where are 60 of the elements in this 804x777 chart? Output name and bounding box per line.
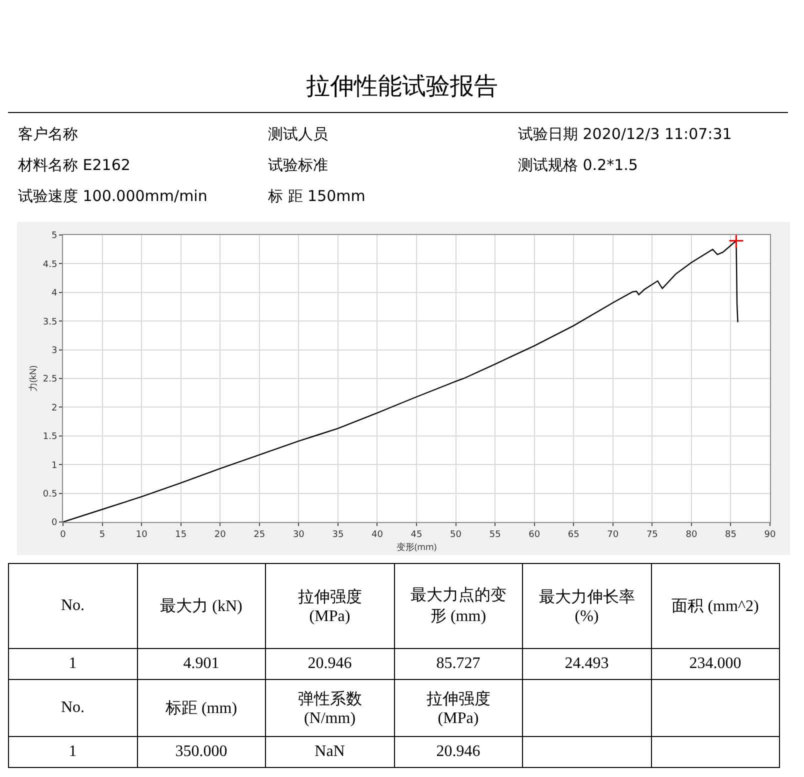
text: 客户名称 bbox=[18, 124, 79, 145]
x-tick-label: 15 bbox=[175, 530, 187, 540]
x-tick-label: 30 bbox=[292, 530, 305, 540]
x-tick-label: 50 bbox=[450, 530, 462, 540]
x-tick-label: 75 bbox=[646, 530, 658, 540]
y-tick-label: 1 bbox=[51, 460, 58, 471]
y-tick-label: 3 bbox=[51, 346, 58, 356]
text: 试验标准 bbox=[268, 155, 329, 176]
text: 20.946 bbox=[266, 648, 394, 680]
x-tick-label: 25 bbox=[254, 530, 266, 540]
x-tick-label: 20 bbox=[214, 530, 226, 540]
x-tick-label: 40 bbox=[371, 530, 384, 540]
text: 最大力伸长率 (%) bbox=[522, 564, 651, 648]
text: 20.946 bbox=[394, 736, 522, 768]
x-tick-label: 0 bbox=[60, 530, 66, 540]
x-tick-label: 85 bbox=[724, 530, 736, 540]
line-series bbox=[63, 240, 738, 522]
text: No. bbox=[8, 564, 137, 648]
text: 85.727 bbox=[394, 648, 522, 680]
y-tick-label: 2.5 bbox=[42, 374, 58, 385]
text: 面积 (mm^2) bbox=[651, 564, 780, 648]
text: 试验日期 2020/12/3 11:07:31 bbox=[518, 124, 733, 145]
x-tick-label: 35 bbox=[332, 530, 344, 540]
text: 弹性系数 (N/mm) bbox=[266, 680, 394, 736]
x-tick-label: 70 bbox=[607, 530, 619, 540]
text: No. bbox=[8, 680, 137, 736]
x-tick-label: 5 bbox=[99, 530, 106, 540]
text: NaN bbox=[266, 736, 394, 768]
y-tick-label: 0.5 bbox=[42, 489, 58, 500]
text: 材料名称 E2162 bbox=[18, 155, 132, 176]
text: 试验速度 100.000mm/min bbox=[18, 186, 208, 207]
y-tick-label: 4 bbox=[51, 288, 58, 299]
x-tick-label: 55 bbox=[489, 530, 501, 540]
text: 24.493 bbox=[522, 648, 651, 680]
y-tick-label: 4.5 bbox=[42, 260, 58, 270]
y-tick-label: 2 bbox=[51, 403, 58, 414]
text: 4.901 bbox=[137, 648, 266, 680]
text: 350.000 bbox=[137, 736, 266, 768]
y-tick-label: 5 bbox=[51, 231, 58, 242]
text: 标距 (mm) bbox=[137, 680, 266, 736]
text: 拉伸强度 (MPa) bbox=[266, 564, 394, 648]
x-axis-title: 变形(mm) bbox=[396, 540, 437, 553]
text: 测试人员 bbox=[268, 124, 329, 145]
text: 最大力 (kN) bbox=[137, 564, 266, 648]
x-tick-label: 10 bbox=[136, 530, 148, 540]
x-tick-label: 65 bbox=[568, 530, 580, 540]
y-tick-label: 0 bbox=[51, 518, 58, 528]
text: 最大力点的变形 (mm) bbox=[394, 564, 522, 648]
text: 234.000 bbox=[651, 648, 780, 680]
text: 测试规格 0.2*1.5 bbox=[518, 155, 639, 176]
text: 拉伸强度 (MPa) bbox=[394, 680, 522, 736]
chart-title: 拉伸性能试验报告 bbox=[305, 71, 499, 102]
x-tick-label: 45 bbox=[410, 530, 422, 540]
x-tick-label: 80 bbox=[686, 530, 698, 540]
y-axis-title: 力(kN) bbox=[26, 365, 40, 392]
x-tick-label: 90 bbox=[764, 530, 776, 540]
y-tick-label: 1.5 bbox=[42, 432, 58, 442]
x-tick-label: 60 bbox=[528, 530, 540, 540]
text: 标 距 150mm bbox=[268, 186, 366, 207]
y-tick-label: 3.5 bbox=[42, 317, 58, 328]
